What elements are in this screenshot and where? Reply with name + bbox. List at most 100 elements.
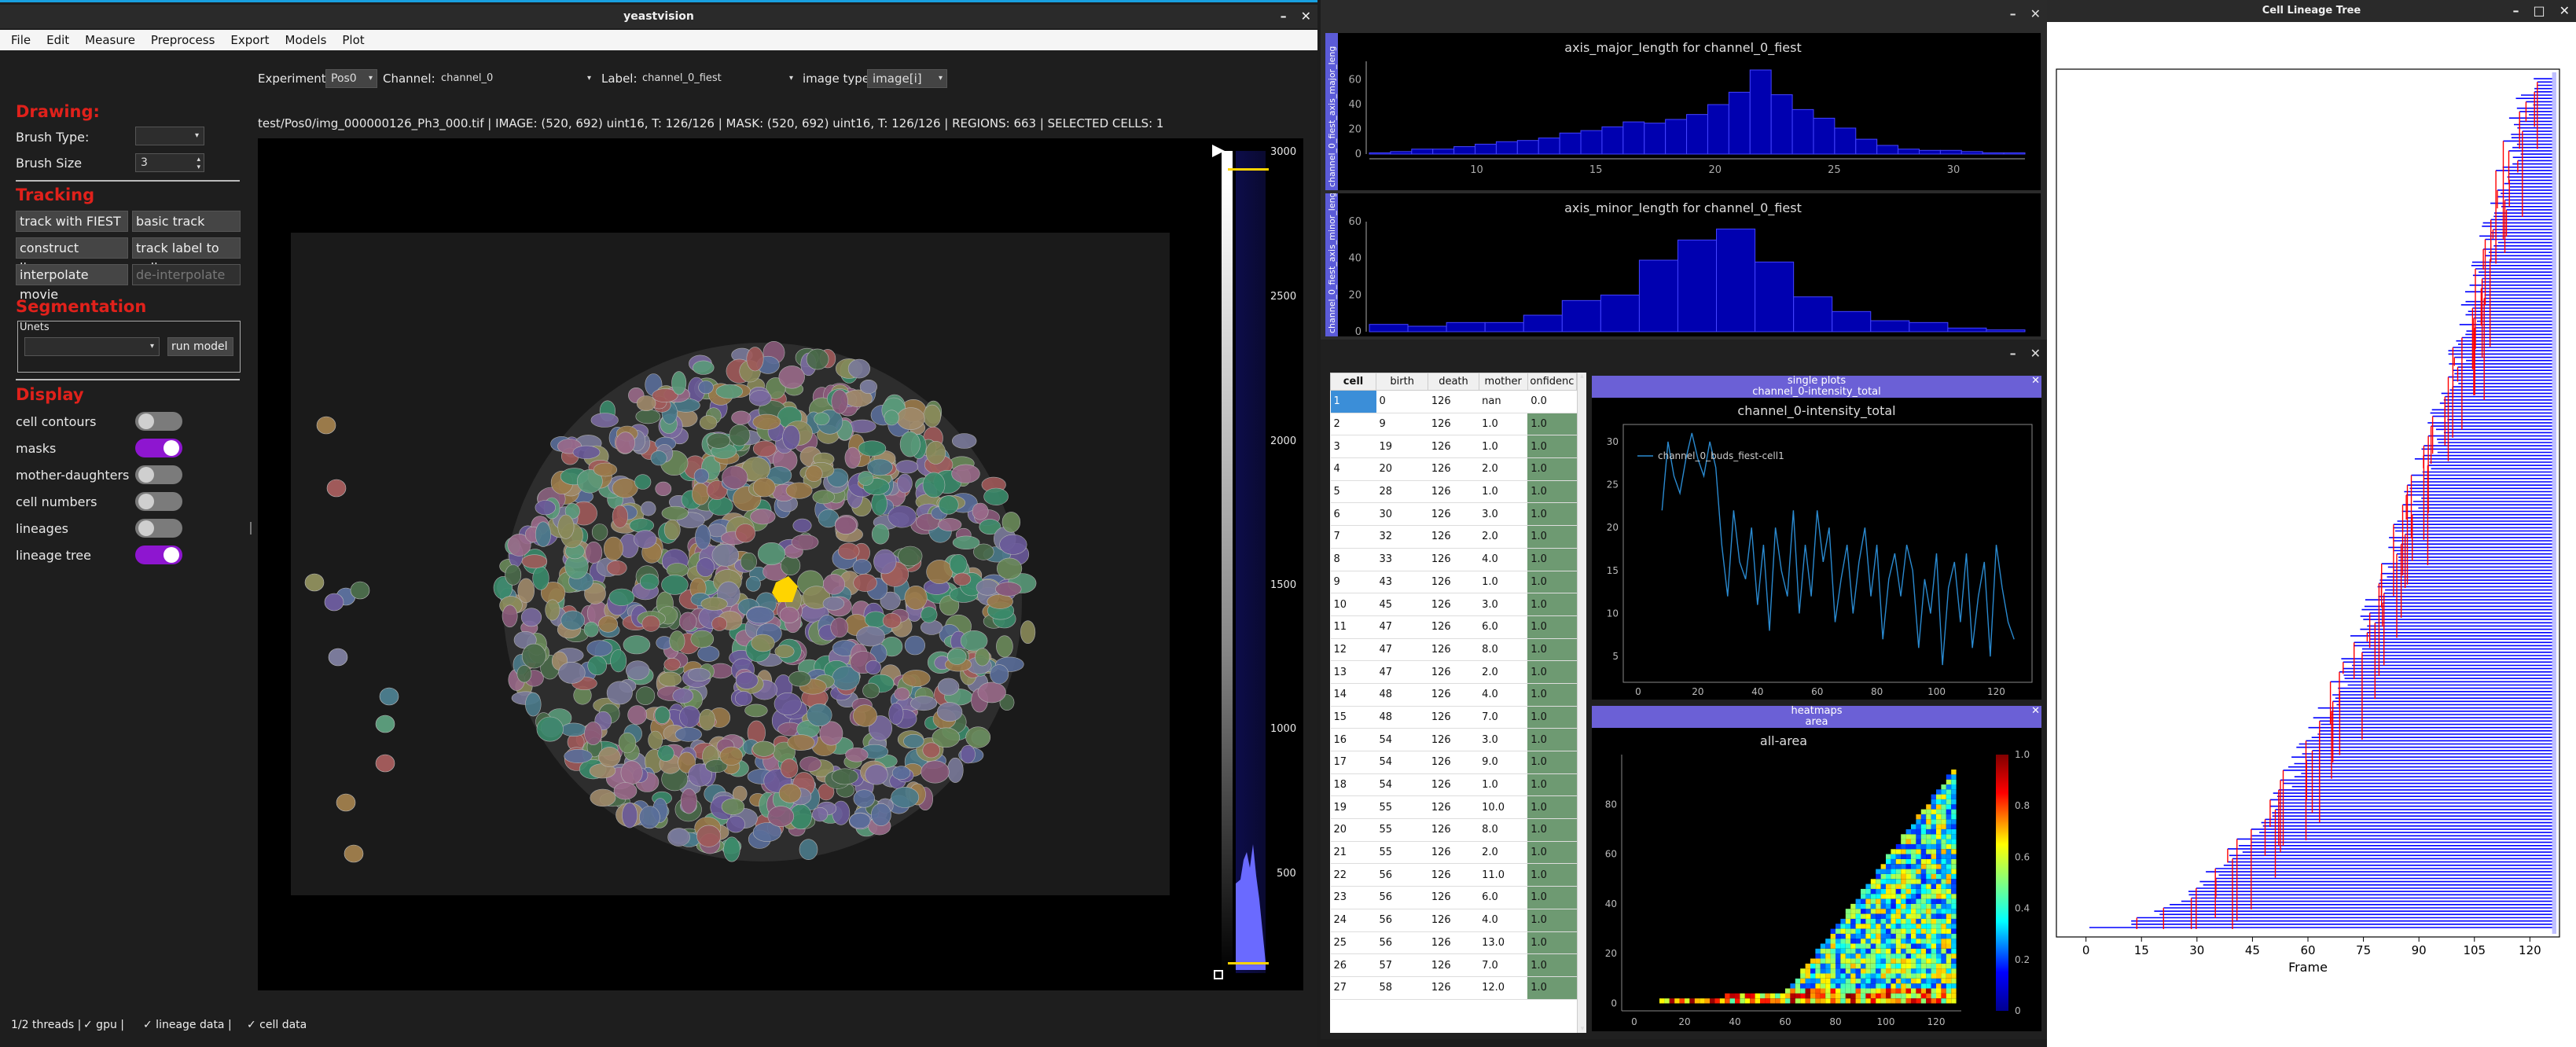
table-cell[interactable]: 126	[1428, 683, 1479, 707]
table-row[interactable]: 22 56 126 11.0 1.0	[1330, 863, 1577, 887]
table-cell[interactable]: 1.0	[1527, 571, 1577, 594]
basic-track-button[interactable]: basic track	[132, 211, 241, 232]
table-cell[interactable]: 1.0	[1527, 931, 1577, 955]
table-cell[interactable]: 12	[1330, 638, 1376, 662]
brush-size-spinbox[interactable]: 3 ▴ ▾	[135, 153, 204, 172]
table-cell[interactable]: 6.0	[1479, 615, 1528, 639]
table-row[interactable]: 15 48 126 7.0 1.0	[1330, 706, 1577, 729]
table-cell[interactable]: 0.0	[1527, 390, 1577, 413]
table-cell[interactable]: 27	[1330, 976, 1376, 1000]
table-row[interactable]: 23 56 126 6.0 1.0	[1330, 886, 1577, 909]
table-cell[interactable]: 1.0	[1479, 773, 1528, 797]
table-cell[interactable]: 12.0	[1479, 976, 1528, 1000]
column-header[interactable]: death	[1428, 373, 1479, 391]
close-icon[interactable]: ✕	[2030, 345, 2041, 361]
table-cell[interactable]: 10.0	[1479, 795, 1528, 820]
table-cell[interactable]: 14	[1330, 683, 1376, 707]
minimize-icon[interactable]: –	[2512, 3, 2519, 18]
table-cell[interactable]: 15	[1330, 706, 1376, 729]
table-cell[interactable]: 57	[1376, 953, 1428, 977]
image-viewer[interactable]: 3000 2500 2000 1500 1000 500	[258, 138, 1303, 990]
image-type-select[interactable]: image[i] ▾	[867, 69, 947, 88]
table-row[interactable]: 20 55 126 8.0 1.0	[1330, 818, 1577, 842]
table-cell[interactable]: 1.0	[1527, 593, 1577, 616]
table-cell[interactable]: 4	[1330, 457, 1376, 481]
table-cell[interactable]: 126	[1428, 751, 1479, 774]
table-cell[interactable]: 1.0	[1527, 638, 1577, 662]
table-cell[interactable]: 126	[1428, 480, 1479, 504]
table-row[interactable]: 12 47 126 8.0 1.0	[1330, 638, 1577, 662]
table-cell[interactable]: 1.0	[1527, 435, 1577, 459]
table-cell[interactable]: 18	[1330, 773, 1376, 797]
table-cell[interactable]: 2	[1330, 413, 1376, 436]
brush-type-select[interactable]: ▾	[135, 127, 204, 145]
table-row[interactable]: 11 47 126 6.0 1.0	[1330, 615, 1577, 639]
menu-file[interactable]: File	[11, 33, 31, 47]
table-row[interactable]: 25 56 126 13.0 1.0	[1330, 931, 1577, 955]
lut-slider[interactable]: 3000 2500 2000 1500 1000 500	[1212, 145, 1296, 987]
table-cell[interactable]: 55	[1376, 795, 1428, 820]
table-cell[interactable]: 1.0	[1527, 909, 1577, 932]
table-cell[interactable]: 1.0	[1527, 413, 1577, 436]
table-cell[interactable]: 126	[1428, 502, 1479, 527]
table-cell[interactable]: 21	[1330, 841, 1376, 865]
table-cell[interactable]: 1.0	[1527, 683, 1577, 707]
table-cell[interactable]: 56	[1376, 909, 1428, 932]
table-row[interactable]: 24 56 126 4.0 1.0	[1330, 909, 1577, 932]
table-cell[interactable]: 126	[1428, 457, 1479, 481]
table-cell[interactable]: 126	[1428, 728, 1479, 751]
column-header[interactable]: birth	[1376, 373, 1429, 391]
table-cell[interactable]: 1.0	[1479, 571, 1528, 594]
menu-plot[interactable]: Plot	[342, 33, 365, 47]
table-cell[interactable]: 4.0	[1479, 548, 1528, 571]
cell-numbers-toggle[interactable]	[135, 492, 182, 511]
table-cell[interactable]: 126	[1428, 863, 1479, 887]
table-cell[interactable]: 126	[1428, 841, 1479, 865]
table-cell[interactable]: 2.0	[1479, 660, 1528, 684]
table-cell[interactable]: 47	[1376, 638, 1428, 662]
table-cell[interactable]: 9	[1376, 413, 1428, 436]
table-cell[interactable]: 3.0	[1479, 728, 1528, 751]
experiment-select[interactable]: Pos0 ▾	[325, 69, 377, 88]
table-cell[interactable]: 1.0	[1527, 660, 1577, 684]
table-cell[interactable]: 47	[1376, 660, 1428, 684]
channel-select[interactable]: channel_0 ▾	[435, 69, 596, 88]
table-cell[interactable]: 126	[1428, 593, 1479, 616]
table-cell[interactable]: 19	[1330, 795, 1376, 820]
table-cell[interactable]: 3.0	[1479, 502, 1528, 527]
table-cell[interactable]: 1.0	[1527, 795, 1577, 820]
table-cell[interactable]: 48	[1376, 706, 1428, 729]
table-cell[interactable]: 126	[1428, 931, 1479, 955]
table-row[interactable]: 17 54 126 9.0 1.0	[1330, 751, 1577, 774]
table-row[interactable]: 4 20 126 2.0 1.0	[1330, 457, 1577, 481]
table-cell[interactable]: 55	[1376, 841, 1428, 865]
table-cell[interactable]: 48	[1376, 683, 1428, 707]
table-cell[interactable]: 54	[1376, 728, 1428, 751]
table-row[interactable]: 1 0 126 nan 0.0	[1330, 390, 1577, 413]
table-cell[interactable]: 54	[1376, 773, 1428, 797]
table-cell[interactable]: 55	[1376, 818, 1428, 842]
table-cell[interactable]: 126	[1428, 435, 1479, 459]
table-cell[interactable]: 56	[1376, 931, 1428, 955]
table-cell[interactable]: 8	[1330, 548, 1376, 571]
table-cell[interactable]: 6.0	[1479, 886, 1528, 909]
table-cell[interactable]: 56	[1376, 886, 1428, 909]
table-cell[interactable]: 11.0	[1479, 863, 1528, 887]
table-cell[interactable]: 7	[1330, 525, 1376, 549]
splitter-handle[interactable]	[250, 522, 252, 535]
table-row[interactable]: 8 33 126 4.0 1.0	[1330, 548, 1577, 571]
table-cell[interactable]: 126	[1428, 795, 1479, 820]
table-cell[interactable]: 24	[1330, 909, 1376, 932]
menu-measure[interactable]: Measure	[85, 33, 135, 47]
table-cell[interactable]: 7.0	[1479, 953, 1528, 977]
column-header[interactable]: mother	[1478, 373, 1528, 391]
minimize-icon[interactable]: –	[1280, 9, 1287, 24]
table-row[interactable]: 13 47 126 2.0 1.0	[1330, 660, 1577, 684]
table-cell[interactable]: 56	[1376, 863, 1428, 887]
table-cell[interactable]: 1.0	[1527, 525, 1577, 549]
table-cell[interactable]: 1.0	[1527, 886, 1577, 909]
table-cell[interactable]: 20	[1376, 457, 1428, 481]
label-select[interactable]: channel_0_fiest ▾	[637, 69, 798, 88]
table-cell[interactable]: 13.0	[1479, 931, 1528, 955]
menu-preprocess[interactable]: Preprocess	[150, 33, 215, 47]
